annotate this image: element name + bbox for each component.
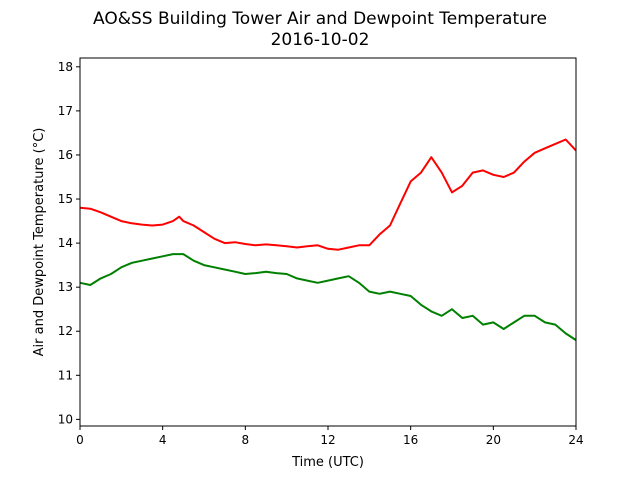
x-tick-label: 0 <box>76 433 84 447</box>
chart-subtitle: 2016-10-02 <box>270 30 370 50</box>
air-temperature-line <box>79 138 577 251</box>
y-axis-label: Air and Dewpoint Temperature (°C) <box>32 128 47 357</box>
x-tick-label: 20 <box>486 433 501 447</box>
y-tick-label: 16 <box>58 148 73 162</box>
y-tick-label: 11 <box>58 368 73 382</box>
chart-title: AO&SS Building Tower Air and Dewpoint Te… <box>92 9 547 29</box>
x-tick-label: 24 <box>568 433 583 447</box>
x-tick-label: 4 <box>159 433 167 447</box>
x-tick-label: 12 <box>320 433 335 447</box>
y-tick-label: 17 <box>58 104 73 118</box>
y-tick-label: 14 <box>58 236 73 250</box>
plot-frame <box>79 57 577 427</box>
y-tick-label: 12 <box>58 324 73 338</box>
y-tick-label: 10 <box>58 412 73 426</box>
x-axis-label: Time (UTC) <box>291 455 364 470</box>
x-tick-label: 8 <box>242 433 250 447</box>
y-tick-label: 13 <box>58 280 73 294</box>
x-tick-label: 16 <box>403 433 418 447</box>
y-tick-label: 18 <box>58 60 73 74</box>
y-tick-label: 15 <box>58 192 73 206</box>
dewpoint-temperature-line <box>79 253 577 341</box>
